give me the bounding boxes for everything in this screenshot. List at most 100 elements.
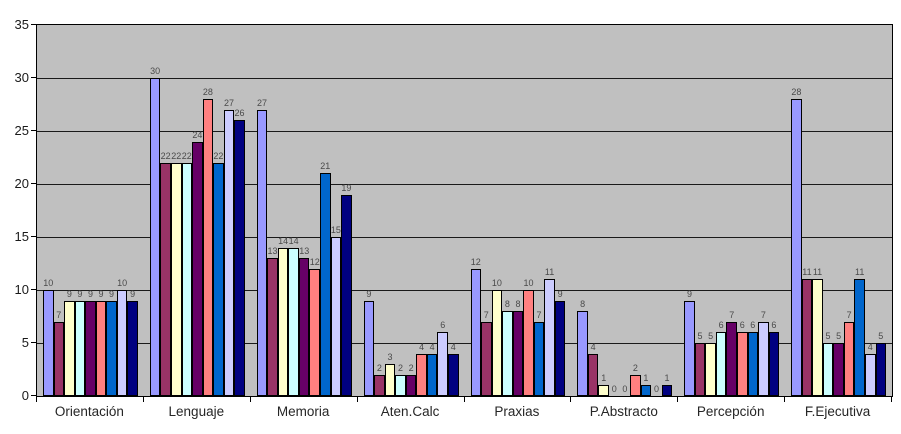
bar	[426, 354, 438, 396]
x-axis-tick	[356, 397, 358, 402]
bar-value-label: 13	[267, 246, 278, 256]
bar	[812, 279, 823, 396]
x-axis-tick	[891, 397, 892, 402]
bar-slot: 2	[374, 25, 385, 396]
bar-slot: 2	[630, 25, 641, 396]
bar	[470, 269, 482, 396]
bar	[127, 301, 138, 396]
bar-value-label: 9	[687, 289, 693, 299]
bar-slot: 4	[416, 25, 427, 396]
bar-slot: 10	[523, 25, 534, 396]
bar-value-label: 2	[376, 363, 382, 373]
bar	[544, 279, 555, 396]
category-label: F.Ejecutiva	[804, 404, 871, 419]
bar-slot: 6	[747, 25, 759, 396]
bar-value-label: 0	[622, 384, 628, 394]
y-axis-tick-label: 15	[14, 229, 29, 244]
bar	[53, 322, 65, 396]
bar	[288, 248, 299, 396]
x-axis-tick	[463, 397, 465, 402]
bar	[267, 258, 278, 396]
bar	[223, 110, 235, 396]
plot-area: 10 7 9 9 9 9 9 10 9 30 22 22 22 24 28 22 27 26 27 13 14 14 13 1…	[36, 24, 893, 397]
bar-value-label: 1	[664, 373, 670, 383]
bar-value-label: 6	[739, 320, 745, 330]
bar-slot: 7	[53, 25, 65, 396]
bar	[694, 343, 706, 396]
bar-slot: 5	[822, 25, 834, 396]
bar-value-label: 5	[708, 331, 714, 341]
bar-slot: 12	[309, 25, 321, 396]
bar-slot: 9	[85, 25, 96, 396]
bar	[554, 301, 566, 396]
bar	[320, 173, 331, 396]
y-axis-tick-label: 0	[21, 388, 29, 403]
category-label: Aten.Calc	[380, 404, 440, 419]
bar-group: 12 7 10 8 8 10 7 11 9	[465, 25, 572, 396]
bar	[256, 110, 268, 396]
y-axis-tick	[31, 236, 36, 237]
bar-slot: 8	[577, 25, 588, 396]
bar-value-label: 2	[632, 363, 638, 373]
bar	[95, 301, 107, 396]
bar-slot: 24	[192, 25, 203, 396]
bar	[577, 311, 588, 396]
bar-slot: 5	[833, 25, 844, 396]
x-axis-tick	[677, 397, 679, 402]
y-axis-tick	[31, 77, 36, 78]
bar	[801, 279, 813, 396]
bar-value-label: 28	[791, 87, 802, 97]
bar	[768, 332, 780, 396]
bar-slot: 30	[149, 25, 161, 396]
bar-value-label: 10	[43, 278, 54, 288]
bar-value-label: 8	[504, 299, 510, 309]
bar	[85, 301, 96, 396]
bar-value-label: 4	[429, 342, 435, 352]
gridline	[37, 290, 892, 291]
bar-slot: 1	[598, 25, 610, 396]
bar-slot: 27	[223, 25, 235, 396]
bar	[64, 301, 75, 396]
bar-slot: 14	[288, 25, 299, 396]
bar-value-label: 6	[750, 320, 756, 330]
category-label: Praxias	[494, 404, 540, 419]
bar	[374, 375, 385, 396]
bar-value-label: 27	[223, 98, 234, 108]
bar-slot: 7	[726, 25, 737, 396]
y-axis-tick	[31, 24, 36, 25]
bar-slot: 22	[181, 25, 193, 396]
bar-slot: 21	[320, 25, 331, 396]
bar	[277, 248, 289, 396]
bar-value-label: 12	[470, 257, 481, 267]
bar-value-label: 9	[98, 289, 104, 299]
bar	[309, 269, 321, 396]
bar	[843, 322, 855, 396]
bar	[341, 195, 352, 396]
bar	[363, 301, 375, 396]
bar-value-label: 14	[288, 236, 299, 246]
bar	[523, 290, 534, 396]
bar	[854, 279, 865, 396]
bar-value-label: 10	[523, 278, 534, 288]
y-axis-tick	[31, 342, 36, 343]
bar-value-label: 22	[213, 151, 224, 161]
bar-value-label: 11	[855, 267, 865, 277]
bar	[384, 364, 396, 396]
bar	[395, 375, 406, 396]
bar-value-label: 11	[544, 267, 555, 277]
bar-slot: 5	[694, 25, 706, 396]
bar-value-label: 22	[160, 151, 171, 161]
bar-value-label: 19	[341, 183, 352, 193]
category-label: Percepción	[696, 404, 765, 419]
bar-slot: 28	[791, 25, 802, 396]
bar	[74, 301, 86, 396]
bar	[491, 290, 503, 396]
bar-value-label: 6	[771, 320, 777, 330]
bar-slot: 26	[234, 25, 245, 396]
bar-slot: 10	[43, 25, 54, 396]
bar-value-label: 1	[601, 373, 607, 383]
category-label: P.Abstracto	[589, 404, 658, 419]
bar-value-label: 6	[440, 320, 446, 330]
y-axis-tick	[31, 130, 36, 131]
